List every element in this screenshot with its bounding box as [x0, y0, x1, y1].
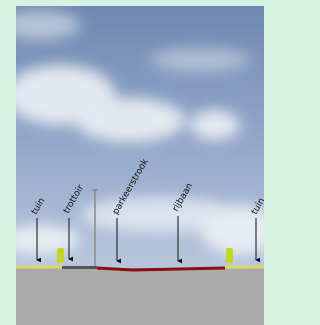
person-figure [226, 248, 233, 263]
parking-line [97, 268, 133, 270]
road-line [133, 268, 225, 270]
ground [16, 268, 264, 325]
street-profile: tuin trottoir parkeerstrook rijbaan tuin [0, 0, 264, 325]
person-figure [57, 248, 64, 263]
photo: tuin trottoir parkeerstrook rijbaan tuin [0, 6, 264, 325]
page: tuin trottoir parkeerstrook rijbaan tuin… [0, 0, 264, 325]
